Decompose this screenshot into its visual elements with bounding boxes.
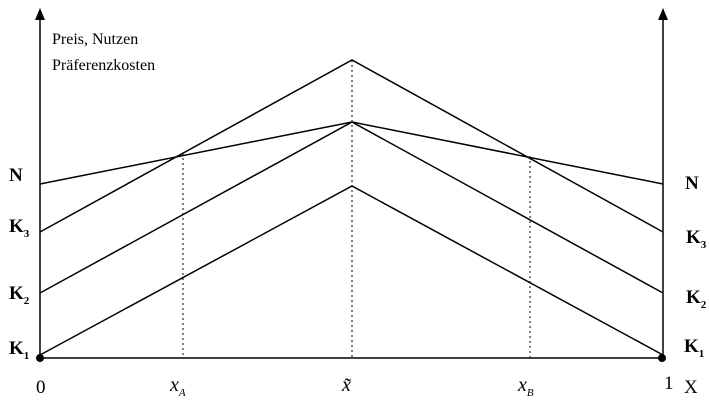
x-axis-label: X	[684, 377, 698, 398]
origin-point	[36, 354, 44, 362]
end-point	[658, 354, 666, 362]
left-label-K1: K1	[9, 338, 29, 362]
right-label-K2: K2	[686, 287, 707, 311]
y-axis-title-line1: Preis, Nutzen	[52, 31, 138, 48]
cost-curve-K1	[39, 185, 664, 356]
right-label-N: N	[685, 173, 699, 194]
left-label-K2: K2	[9, 283, 30, 307]
left-y-axis-arrow	[35, 8, 45, 20]
cost-curve-K2	[39, 121, 664, 294]
x-label-zero: 0	[36, 377, 46, 398]
x-label-xB: xB	[517, 374, 534, 399]
right-label-K1: K1	[684, 336, 704, 360]
y-axis-title-line2: Präferenzkosten	[52, 57, 155, 74]
x-label-one: 1	[664, 373, 674, 394]
x-label-xA: xA	[169, 374, 186, 399]
left-label-K3: K3	[9, 216, 30, 240]
left-label-N: N	[9, 165, 23, 186]
right-label-K3: K3	[686, 227, 707, 251]
right-y-axis-arrow	[658, 8, 668, 20]
x-label-xtilde: x̃	[341, 374, 351, 396]
cost-curve-K3	[39, 59, 664, 233]
